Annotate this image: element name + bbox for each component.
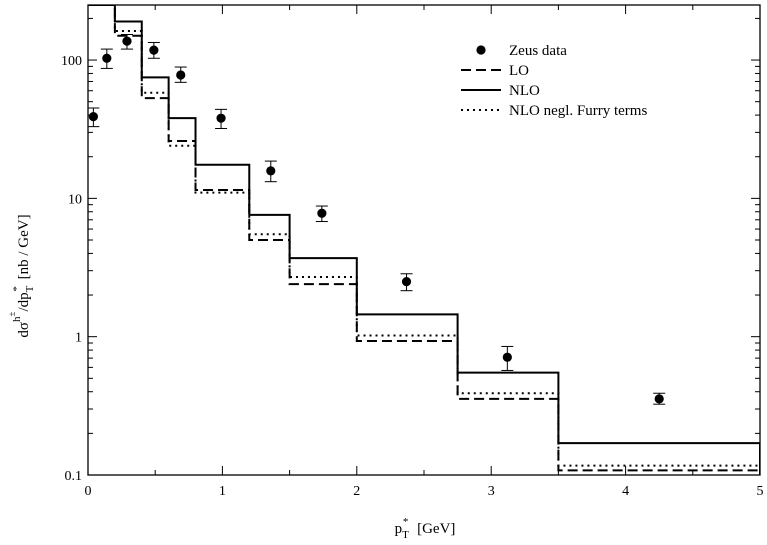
data-point (149, 45, 159, 55)
series-line-nlo-negl-furry-terms (88, 5, 760, 475)
y-tick-label: 100 (61, 54, 82, 69)
x-axis-ticks: 0 1 2 3 4 5 (85, 5, 764, 499)
x-tick-label: 5 (757, 484, 764, 499)
x-tick-label: 4 (622, 484, 629, 499)
plot-series (88, 5, 760, 475)
legend-label: NLO negl. Furry terms (509, 103, 647, 119)
y-tick-label: 1 (75, 331, 82, 346)
data-point (502, 352, 512, 362)
y-axis-ticks: 0.1 1 10 100 (61, 17, 760, 484)
y-tick-label: 10 (68, 192, 82, 207)
data-point (102, 53, 112, 63)
legend: Zeus data LO NLO NLO negl. Furry terms (461, 43, 647, 119)
legend-label: Zeus data (509, 43, 567, 59)
x-tick-label: 0 (85, 484, 92, 499)
y-axis-title: dσh±/dpT* [nb / GeV] (7, 214, 36, 337)
data-point (122, 36, 132, 46)
legend-marker-zeus-data (476, 45, 486, 55)
y-tick-label: 0.1 (65, 469, 83, 484)
x-tick-label: 1 (219, 484, 226, 499)
data-point (401, 277, 412, 287)
series-line-nlo (88, 5, 760, 475)
plot-frame (87, 4, 761, 476)
x-tick-label: 3 (488, 484, 495, 499)
legend-label: LO (509, 63, 529, 79)
legend-label: NLO (509, 83, 540, 99)
x-tick-label: 2 (353, 484, 360, 499)
data-point (88, 112, 98, 122)
data-point (266, 166, 276, 176)
data-point (317, 208, 327, 218)
data-point (654, 394, 664, 404)
x-axis-title: pT* [GeV] (395, 516, 456, 541)
data-point (216, 113, 226, 123)
data-point (176, 70, 186, 80)
